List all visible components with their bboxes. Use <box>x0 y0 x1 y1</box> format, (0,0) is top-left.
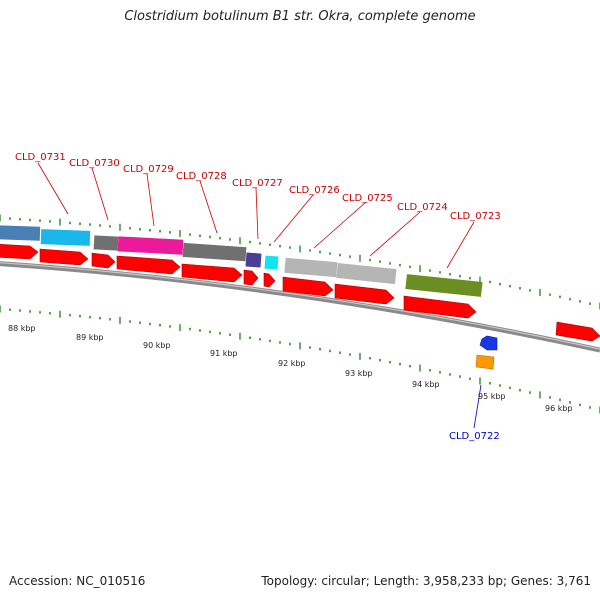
gene-label-cld-0731[interactable]: CLD_0731 <box>15 152 66 163</box>
genome-backbone-highlight <box>0 262 600 350</box>
leader-line <box>255 187 259 240</box>
cog-bar-cld-0722[interactable] <box>405 274 483 297</box>
gene-arrow[interactable] <box>263 272 276 288</box>
kbp-label: 88 kbp <box>8 324 36 333</box>
gene-arrow-reverse[interactable] <box>479 335 498 351</box>
leader-line <box>313 201 367 249</box>
gene-label-cld-0722[interactable]: CLD_0722 <box>449 431 500 442</box>
gene-arrow[interactable] <box>181 263 243 283</box>
gene-arrow[interactable] <box>243 269 259 286</box>
cog-bar-cld-0723[interactable] <box>336 263 397 285</box>
kbp-label: 90 kbp <box>143 341 171 350</box>
gene-label-cld-0726[interactable]: CLD_0726 <box>289 185 340 196</box>
cog-bar-cld-0730[interactable] <box>40 229 91 246</box>
cog-bar-reverse[interactable] <box>475 354 495 370</box>
leader-line <box>369 211 421 257</box>
map-title: Clostridium botulinum B1 str. Okra, comp… <box>124 9 476 24</box>
gene-label-cld-0730[interactable]: CLD_0730 <box>69 158 120 169</box>
cog-bar-cld-0731[interactable] <box>0 225 41 241</box>
cog-bar-cld-0725[interactable] <box>264 255 279 270</box>
gene-arrow[interactable] <box>555 321 600 342</box>
leader-line <box>473 384 482 429</box>
leader-line <box>146 173 155 227</box>
kbp-label: 91 kbp <box>210 349 238 358</box>
kbp-label: 92 kbp <box>278 359 306 368</box>
gene-arrow[interactable] <box>116 255 181 275</box>
kbp-label: 93 kbp <box>345 369 373 378</box>
leader-line <box>199 180 218 234</box>
kbp-label: 89 kbp <box>76 333 104 342</box>
leader-line <box>37 162 69 215</box>
kbp-label: 95 kbp <box>478 392 506 401</box>
bottom-tick-ring <box>0 305 600 414</box>
gene-arrow[interactable] <box>91 252 116 269</box>
leader-line <box>446 221 475 269</box>
kbp-label: 94 kbp <box>412 380 440 389</box>
gene-label-cld-0728[interactable]: CLD_0728 <box>176 171 227 182</box>
gene-label-cld-0723[interactable]: CLD_0723 <box>450 211 501 222</box>
gene-label-cld-0725[interactable]: CLD_0725 <box>342 193 393 204</box>
gene-arrow[interactable] <box>39 248 89 266</box>
gene-label-cld-0727[interactable]: CLD_0727 <box>232 178 283 189</box>
gene-arrow[interactable] <box>282 276 334 297</box>
cog-bar-cld-0729[interactable] <box>93 235 119 251</box>
leader-line <box>91 167 109 221</box>
reverse-genes <box>475 335 498 370</box>
gene-label-cld-0729[interactable]: CLD_0729 <box>123 164 174 175</box>
leader-line <box>273 194 314 243</box>
accession-text: Accession: NC_010516 <box>9 574 146 588</box>
forward-genes <box>0 243 600 342</box>
kbp-labels: 88 kbp 89 kbp 90 kbp 91 kbp 92 kbp 93 kb… <box>8 324 573 413</box>
genome-backbone <box>0 261 600 353</box>
gene-arrow[interactable] <box>403 295 477 319</box>
gene-arrow[interactable] <box>334 283 395 305</box>
cog-bars <box>0 225 483 297</box>
gene-labels: CLD_0731 CLD_0730 CLD_0729 CLD_0728 CLD_… <box>15 152 501 442</box>
top-tick-ring <box>0 214 600 310</box>
label-leaders <box>37 162 482 429</box>
gene-arrow[interactable] <box>0 243 39 260</box>
cog-bar-cld-0724[interactable] <box>284 257 338 278</box>
topology-summary: Topology: circular; Length: 3,958,233 bp… <box>261 574 591 588</box>
gene-label-cld-0724[interactable]: CLD_0724 <box>397 202 448 213</box>
cog-bar-cld-0727[interactable] <box>182 242 247 262</box>
cog-bar-cld-0726[interactable] <box>245 252 262 268</box>
kbp-label: 96 kbp <box>545 404 573 413</box>
cog-bar-cld-0728[interactable] <box>117 236 184 255</box>
